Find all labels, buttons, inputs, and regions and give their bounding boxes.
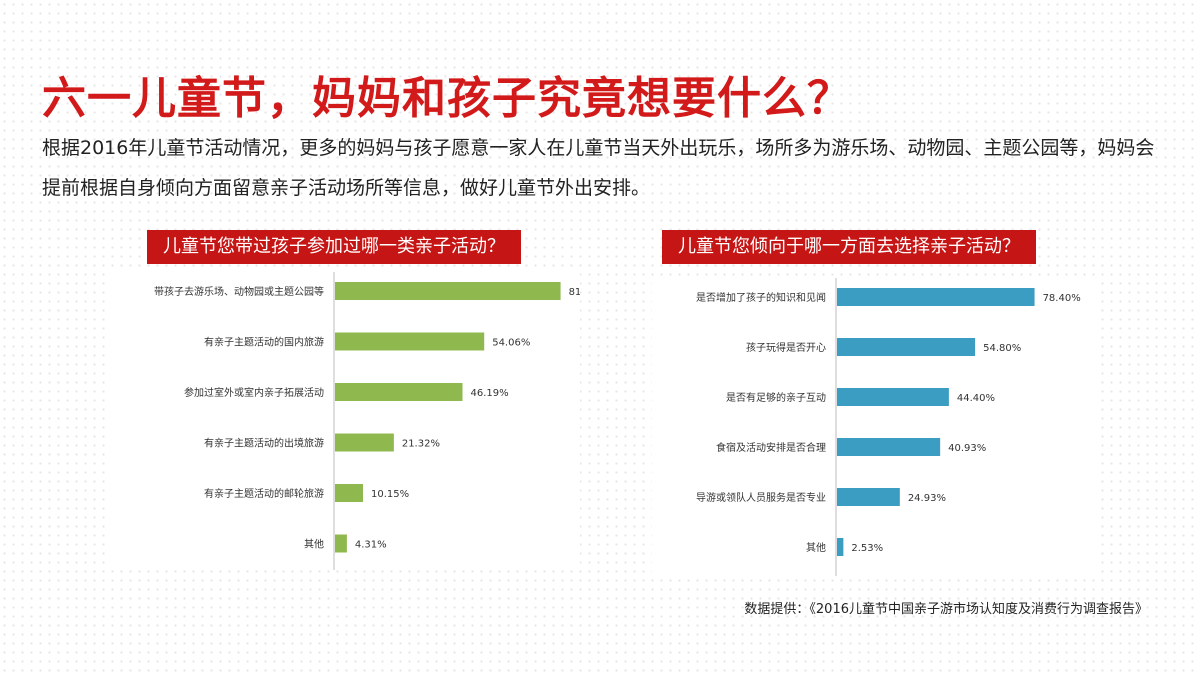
data-source: 数据提供：《2016儿童节中国亲子游市场认知度及消费行为调查报告》 — [744, 602, 1148, 617]
intro-paragraph: 根据2016年儿童节活动情况，更多的妈妈与孩子愿意一家人在儿童节当天外出玩乐，场… — [42, 137, 1155, 199]
category-label: 孩子玩得是否开心 — [746, 341, 826, 354]
value-label: 2.53% — [851, 543, 883, 554]
value-label: 44.40% — [957, 393, 995, 404]
page-title: 六一儿童节，妈妈和孩子究竟想要什么？ — [42, 73, 852, 124]
value-label: 78.40% — [1043, 293, 1081, 304]
chart-bar — [837, 488, 900, 506]
value-label: 54.80% — [983, 343, 1021, 354]
category-label: 导游或领队人员服务是否专业 — [696, 491, 826, 504]
chart-bar — [335, 433, 394, 452]
chart-bar — [335, 332, 485, 351]
chart-2-title: 儿童节您倾向于哪一方面去选择亲子活动？ — [662, 230, 1036, 264]
chart-bar — [335, 282, 561, 300]
value-label: 40.93% — [948, 443, 986, 454]
value-label: 54.06% — [492, 338, 530, 349]
category-label: 其他 — [806, 541, 826, 554]
category-label: 有亲子主题活动的出境旅游 — [204, 437, 324, 450]
value-label: 24.93% — [908, 493, 946, 504]
chart-2-panel: 是否增加了孩子的知识和见闻 78.40% 孩子玩得是否开心 54.80% 是否有足够的亲… — [652, 278, 1100, 576]
category-label: 有亲子主题活动的国内旅游 — [204, 336, 324, 349]
chart-1-panel: 带孩子去游乐场、动物园或主题公园等 81.73% 有亲子主题活动的国内旅游 54.06… — [110, 272, 607, 570]
value-label: 81.73% — [569, 287, 580, 298]
chart-2-svg: 是否增加了孩子的知识和见闻 78.40% 孩子玩得是否开心 54.80% 是否有足够的亲… — [696, 278, 1081, 576]
category-label: 带孩子去游乐场、动物园或主题公园等 — [154, 285, 324, 298]
category-label: 是否有足够的亲子互动 — [726, 391, 826, 404]
chart-bar — [837, 538, 844, 556]
category-label: 参加过室外或室内亲子拓展活动 — [184, 386, 324, 399]
chart-bar — [837, 288, 1035, 306]
value-label: 10.15% — [371, 489, 409, 500]
category-label: 是否增加了孩子的知识和见闻 — [696, 291, 826, 304]
value-label: 4.31% — [355, 540, 387, 551]
chart-bar — [335, 534, 347, 553]
chart-bar — [837, 338, 976, 356]
category-label: 有亲子主题活动的邮轮旅游 — [204, 487, 324, 500]
chart-bar — [335, 383, 463, 401]
chart-bar — [335, 484, 364, 502]
value-label: 46.19% — [470, 388, 508, 399]
category-label: 其他 — [304, 538, 324, 551]
chart-1-svg: 带孩子去游乐场、动物园或主题公园等 81.73% 有亲子主题活动的国内旅游 54.06… — [154, 272, 607, 570]
category-label: 食宿及活动安排是否合理 — [716, 441, 826, 454]
chart-bar — [837, 438, 941, 456]
chart-1-title: 儿童节您带过孩子参加过哪一类亲子活动？ — [147, 230, 521, 264]
value-label: 21.32% — [402, 439, 440, 450]
chart-bar — [837, 388, 949, 406]
